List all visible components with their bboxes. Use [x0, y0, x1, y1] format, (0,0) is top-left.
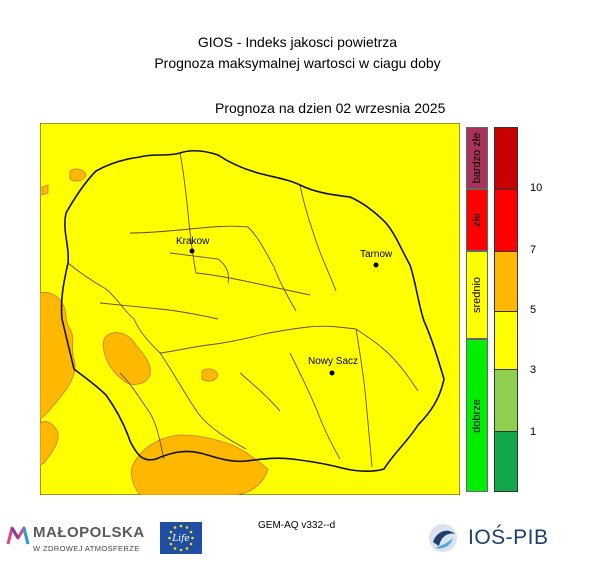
svg-text:Life: Life [171, 534, 190, 544]
legend-category-bardzo-zle: bardzo złe [466, 127, 488, 189]
scale-tick-label: 7 [530, 244, 537, 256]
hotspot-center [201, 368, 219, 382]
hotspot-areas [40, 168, 269, 495]
city-label-nowy-sacz: Nowy Sacz [308, 356, 358, 367]
forecast-date: Prognoza na dzien 02 wrzesnia 2025 [215, 100, 446, 116]
page-title: GIOS - Indeks jakosci powietrza [197, 34, 398, 50]
malopolska-logo: MAŁOPOLSKA W ZDROWEJ ATMOSFERZE [6, 520, 156, 560]
malopolska-tagline: W ZDROWEJ ATMOSFERZE [33, 544, 140, 553]
tarnow-marker [373, 262, 379, 268]
hotspot-northwest [41, 184, 49, 196]
eu-stars-icon: Life [168, 524, 194, 552]
ios-pib-name: IOŚ-PIB [468, 526, 549, 549]
scale-segment [494, 311, 518, 369]
ios-pib-logo: IOŚ-PIB [425, 520, 585, 556]
model-version: GEM-AQ v332--d [258, 520, 336, 531]
air-quality-map: Krakow Tarnow Nowy Sacz [40, 123, 460, 495]
map-background [40, 123, 460, 495]
krakow-marker [189, 248, 195, 254]
malopolska-m-icon [6, 526, 30, 545]
legend-category-label: srednio [471, 276, 483, 314]
legend-category-label: dobrze [471, 398, 483, 433]
legend-category-dobrze: dobrze [466, 339, 488, 492]
scale-tick-label: 10 [530, 182, 543, 194]
scale-segment [494, 369, 518, 431]
city-label-krakow: Krakow [176, 236, 210, 247]
scale-segment [494, 127, 518, 189]
legend-category-label: bardzo złe [471, 132, 483, 184]
hotspot-skawa [102, 332, 151, 385]
hotspot-podhale [131, 434, 269, 495]
hotspot-southwest [40, 421, 59, 466]
city-markers [189, 248, 379, 376]
city-label-tarnow: Tarnow [360, 249, 393, 260]
voivodeship-border [60, 150, 445, 472]
scale-tick-label: 3 [530, 364, 537, 376]
legend-category-zle: złe [466, 189, 488, 251]
scale-segment [494, 431, 518, 492]
malopolska-name: MAŁOPOLSKA [33, 524, 145, 541]
scale-tick-label: 1 [530, 426, 537, 438]
scale-tick-label: 5 [530, 304, 537, 316]
ios-drop-icon [429, 524, 457, 552]
eu-life-logo: Life [160, 522, 202, 554]
legend-category-label: złe [471, 212, 483, 228]
scale-segment [494, 251, 518, 311]
scale-segment [494, 189, 518, 251]
legend-category-srednio: srednio [466, 251, 488, 339]
nowy-sacz-marker [329, 370, 335, 376]
page-subtitle: Prognoza maksymalnej wartosci w ciagu do… [154, 55, 441, 71]
hotspot-north [69, 168, 87, 182]
